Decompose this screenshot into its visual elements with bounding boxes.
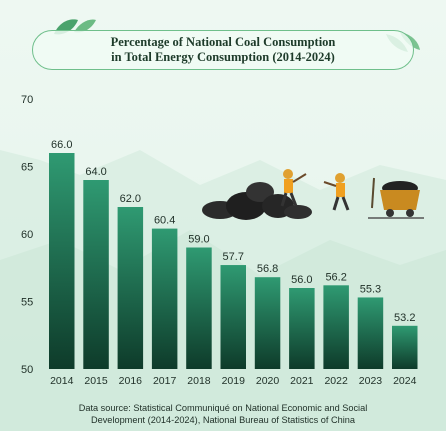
y-tick-label: 50 <box>21 364 33 376</box>
x-tick-label: 2023 <box>359 375 383 387</box>
bar-value-label: 62.0 <box>120 193 141 205</box>
bar-value-label: 56.8 <box>257 263 278 275</box>
bar-value-label: 57.7 <box>223 251 244 263</box>
bar-2022 <box>323 285 349 369</box>
bar-2020 <box>254 277 281 369</box>
x-tick-label: 2021 <box>290 375 314 387</box>
data-source-line-2: Development (2014-2024), National Bureau… <box>90 415 356 425</box>
bar-value-label: 56.0 <box>291 274 312 286</box>
x-tick-label: 2024 <box>393 375 417 387</box>
bar-2016 <box>117 207 144 369</box>
bar-value-label: 60.4 <box>154 215 175 227</box>
bar-value-label: 59.0 <box>188 234 209 246</box>
miner-icon <box>280 169 350 211</box>
coal-pile-icon <box>202 182 312 220</box>
bar-2024 <box>392 325 418 369</box>
data-source-line-1: Data source: Statistical Communiqué on N… <box>78 403 368 413</box>
x-tick-label: 2015 <box>84 375 108 387</box>
bar-2017 <box>151 228 178 369</box>
bar-2018 <box>186 247 212 369</box>
bar-value-label: 56.2 <box>325 271 346 283</box>
bar-2019 <box>220 265 246 369</box>
bar-2014 <box>49 153 75 369</box>
x-tick-label: 2022 <box>324 375 348 387</box>
chart-title-box: Percentage of National Coal Consumption … <box>32 30 414 70</box>
bar-value-label: 53.2 <box>394 312 415 324</box>
mine-cart-icon <box>368 177 424 219</box>
x-tick-label: 2017 <box>153 375 177 387</box>
x-tick-label: 2018 <box>187 375 211 387</box>
data-source-note: Data source: Statistical Communiqué on N… <box>0 402 446 426</box>
x-tick-label: 2020 <box>256 375 280 387</box>
chart-title-line-1: Percentage of National Coal Consumption <box>110 35 336 49</box>
bar-2015 <box>83 180 109 369</box>
y-tick-label: 65 <box>21 162 33 174</box>
chart-title-line-2: in Total Energy Consumption (2014-2024) <box>111 50 335 64</box>
bar-2023 <box>357 297 384 369</box>
x-tick-label: 2016 <box>119 375 143 387</box>
bar-value-label: 64.0 <box>85 166 106 178</box>
y-tick-label: 55 <box>21 297 33 309</box>
x-tick-label: 2019 <box>222 375 246 387</box>
bar-value-label: 66.0 <box>51 139 72 151</box>
bar-2021 <box>289 288 315 369</box>
y-tick-label: 70 <box>21 94 33 106</box>
y-tick-label: 60 <box>21 229 33 241</box>
x-tick-label: 2014 <box>50 375 74 387</box>
bar-value-label: 55.3 <box>360 283 381 295</box>
